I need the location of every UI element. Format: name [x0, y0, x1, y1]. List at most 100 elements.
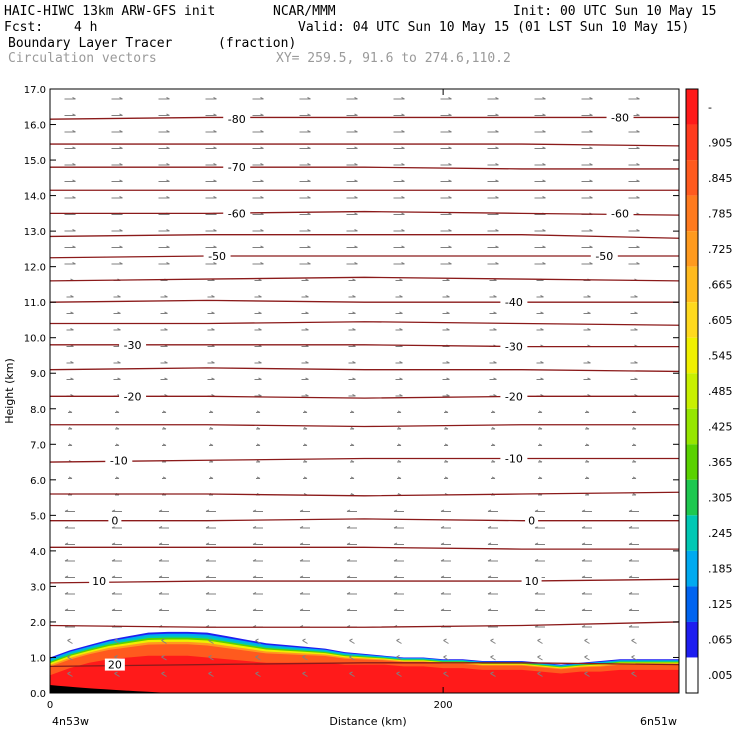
circulation-vector [395, 328, 403, 331]
circulation-vector [68, 476, 73, 479]
colorbar-label: .545 [708, 349, 733, 362]
circulation-vector [534, 196, 546, 199]
circulation-vector [440, 559, 451, 562]
circulation-vector [113, 295, 121, 298]
circulation-vector [583, 311, 591, 314]
circulation-vector [158, 196, 170, 199]
circulation-vector [205, 163, 217, 166]
circulation-vector [628, 262, 640, 265]
circulation-vector [346, 212, 358, 215]
circulation-vector [350, 427, 355, 430]
circulation-vector [538, 460, 543, 463]
circulation-vector [538, 476, 543, 479]
circulation-vector [346, 592, 357, 595]
circulation-vector [209, 427, 214, 430]
circulation-vector [396, 671, 402, 677]
circulation-vector [395, 295, 403, 298]
contour-line [49, 234, 680, 239]
contour-label-bg [89, 575, 110, 588]
circulation-vector [301, 328, 309, 331]
circulation-vector [205, 113, 217, 116]
contour-line [49, 299, 679, 303]
circulation-vector [205, 229, 217, 232]
circulation-vector [491, 427, 496, 430]
circulation-vector [162, 443, 167, 446]
circulation-vector [111, 196, 123, 199]
circulation-vector [162, 410, 167, 413]
circulation-vector [397, 460, 402, 463]
circulation-vector [490, 671, 496, 677]
circulation-vector [252, 509, 263, 512]
circulation-vector [534, 130, 546, 133]
circulation-vector [208, 655, 214, 661]
circulation-vector [630, 377, 638, 380]
contour-line [50, 546, 679, 550]
circulation-vector [581, 625, 592, 628]
contour-line [49, 367, 680, 373]
circulation-vector [631, 655, 637, 661]
circulation-vector [581, 196, 593, 199]
circulation-vector [632, 493, 637, 496]
circulation-vector [630, 295, 638, 298]
circulation-vector [581, 262, 593, 265]
contour-label-bg [500, 296, 528, 309]
circulation-vector [252, 542, 263, 545]
circulation-vector [346, 245, 358, 248]
circulation-vector [111, 575, 122, 578]
contour-label: -60 [228, 207, 246, 220]
circulation-vector [205, 559, 216, 562]
circulation-vector [585, 410, 590, 413]
circulation-vector [491, 460, 496, 463]
circulation-vector [158, 245, 170, 248]
colorbar-swatch [686, 266, 698, 303]
contour-line [50, 344, 679, 348]
circulation-vector [256, 410, 261, 413]
circulation-vector [442, 328, 450, 331]
circulation-vector [534, 509, 545, 512]
circulation-vector [205, 245, 217, 248]
circulation-vector [348, 394, 356, 397]
circulation-vector [581, 526, 592, 529]
contour-label: -10 [110, 454, 128, 467]
colorbar-swatch [686, 550, 698, 587]
circulation-vector [255, 655, 261, 661]
circulation-vector [393, 146, 405, 149]
circulation-vector [346, 526, 357, 529]
circulation-vector [252, 245, 264, 248]
y-tick-label: 1.0 [30, 653, 46, 664]
circulation-vector [489, 328, 497, 331]
circulation-vector [115, 476, 120, 479]
circulation-vector [585, 476, 590, 479]
circulation-vector [397, 427, 402, 430]
circulation-vector [208, 638, 214, 644]
contour-line [50, 321, 680, 326]
circulation-vector [628, 146, 640, 149]
circulation-vector [66, 328, 74, 331]
circulation-vector [444, 476, 449, 479]
y-tick-label: 14.0 [24, 192, 46, 203]
circulation-vector [299, 97, 311, 100]
contour-label: 0 [111, 515, 118, 528]
y-tick-label: 17.0 [24, 85, 46, 96]
circulation-vector [205, 196, 217, 199]
circulation-vector [536, 361, 544, 364]
colorbar-swatch [686, 444, 698, 480]
circulation-vector [350, 443, 355, 446]
circulation-vector [393, 196, 405, 199]
circulation-vector [158, 130, 170, 133]
circulation-vector [487, 592, 498, 595]
colorbar-label: - [708, 101, 712, 114]
contour-label-bg [525, 514, 539, 527]
circulation-vector [631, 671, 637, 677]
colorbar-label: .425 [708, 421, 733, 434]
colorbar-swatch [686, 231, 698, 267]
circulation-vector [487, 262, 499, 265]
circulation-vector [299, 245, 311, 248]
circulation-vector [158, 608, 169, 611]
circulation-vector [346, 146, 358, 149]
circulation-vector [395, 377, 403, 380]
x-axis-label: Distance (km) [329, 715, 406, 728]
contour-label: -10 [505, 453, 523, 466]
circulation-vector [302, 638, 308, 644]
circulation-vector [111, 97, 123, 100]
